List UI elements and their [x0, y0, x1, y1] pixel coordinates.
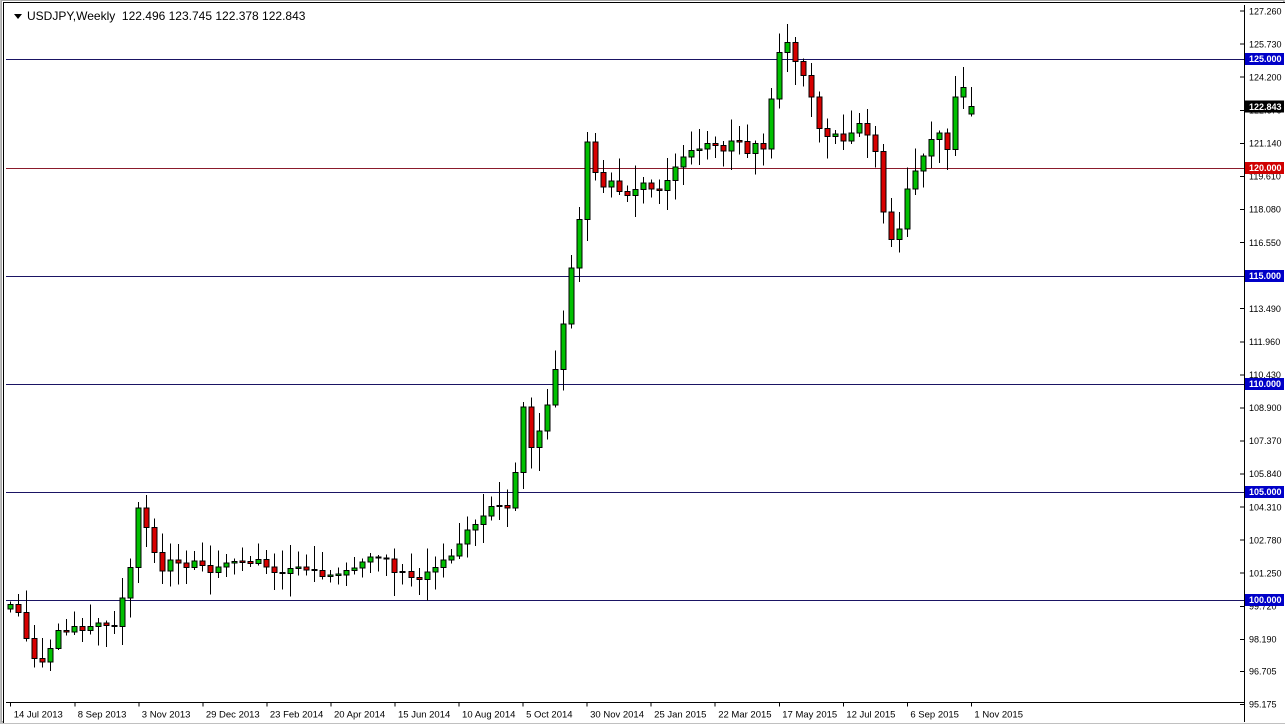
- svg-text:12 Jul 2015: 12 Jul 2015: [846, 710, 895, 721]
- svg-text:8 Sep 2013: 8 Sep 2013: [78, 710, 127, 721]
- svg-text:102.780: 102.780: [1249, 535, 1282, 545]
- svg-text:17 May 2015: 17 May 2015: [782, 710, 837, 721]
- svg-text:118.080: 118.080: [1249, 205, 1281, 215]
- svg-text:125.000: 125.000: [1249, 54, 1282, 64]
- svg-text:3 Nov 2013: 3 Nov 2013: [142, 710, 191, 721]
- svg-text:107.370: 107.370: [1249, 436, 1282, 446]
- svg-text:120.000: 120.000: [1249, 163, 1282, 173]
- svg-text:121.140: 121.140: [1249, 139, 1282, 149]
- svg-text:105.840: 105.840: [1249, 469, 1282, 479]
- svg-text:25 Jan 2015: 25 Jan 2015: [654, 710, 706, 721]
- svg-text:101.250: 101.250: [1249, 568, 1282, 578]
- svg-text:111.960: 111.960: [1249, 337, 1280, 347]
- svg-text:95.175: 95.175: [1249, 700, 1277, 710]
- svg-text:5 Oct 2014: 5 Oct 2014: [526, 710, 572, 721]
- svg-text:29 Dec 2013: 29 Dec 2013: [206, 710, 260, 721]
- svg-text:113.490: 113.490: [1249, 304, 1281, 314]
- svg-text:125.730: 125.730: [1249, 39, 1282, 49]
- svg-text:10 Aug 2014: 10 Aug 2014: [462, 710, 515, 721]
- svg-text:14 Jul 2013: 14 Jul 2013: [14, 710, 63, 721]
- svg-text:98.190: 98.190: [1249, 635, 1277, 645]
- svg-text:15 Jun 2014: 15 Jun 2014: [398, 710, 450, 721]
- svg-text:108.900: 108.900: [1249, 403, 1282, 413]
- svg-text:30 Nov 2014: 30 Nov 2014: [590, 710, 644, 721]
- svg-text:124.200: 124.200: [1249, 72, 1282, 82]
- svg-text:6 Sep 2015: 6 Sep 2015: [910, 710, 959, 721]
- svg-text:96.705: 96.705: [1249, 667, 1277, 677]
- svg-text:105.000: 105.000: [1249, 487, 1282, 497]
- svg-text:104.310: 104.310: [1249, 502, 1282, 512]
- svg-text:1 Nov 2015: 1 Nov 2015: [974, 710, 1023, 721]
- svg-text:115.000: 115.000: [1249, 271, 1281, 281]
- svg-text:20 Apr 2014: 20 Apr 2014: [334, 710, 385, 721]
- svg-text:127.260: 127.260: [1249, 6, 1282, 16]
- svg-text:23 Feb 2014: 23 Feb 2014: [270, 710, 323, 721]
- svg-text:22 Mar 2015: 22 Mar 2015: [718, 710, 771, 721]
- svg-text:100.000: 100.000: [1249, 595, 1282, 605]
- svg-text:110.000: 110.000: [1249, 379, 1281, 389]
- svg-text:116.550: 116.550: [1249, 238, 1281, 248]
- svg-text:122.843: 122.843: [1249, 102, 1282, 112]
